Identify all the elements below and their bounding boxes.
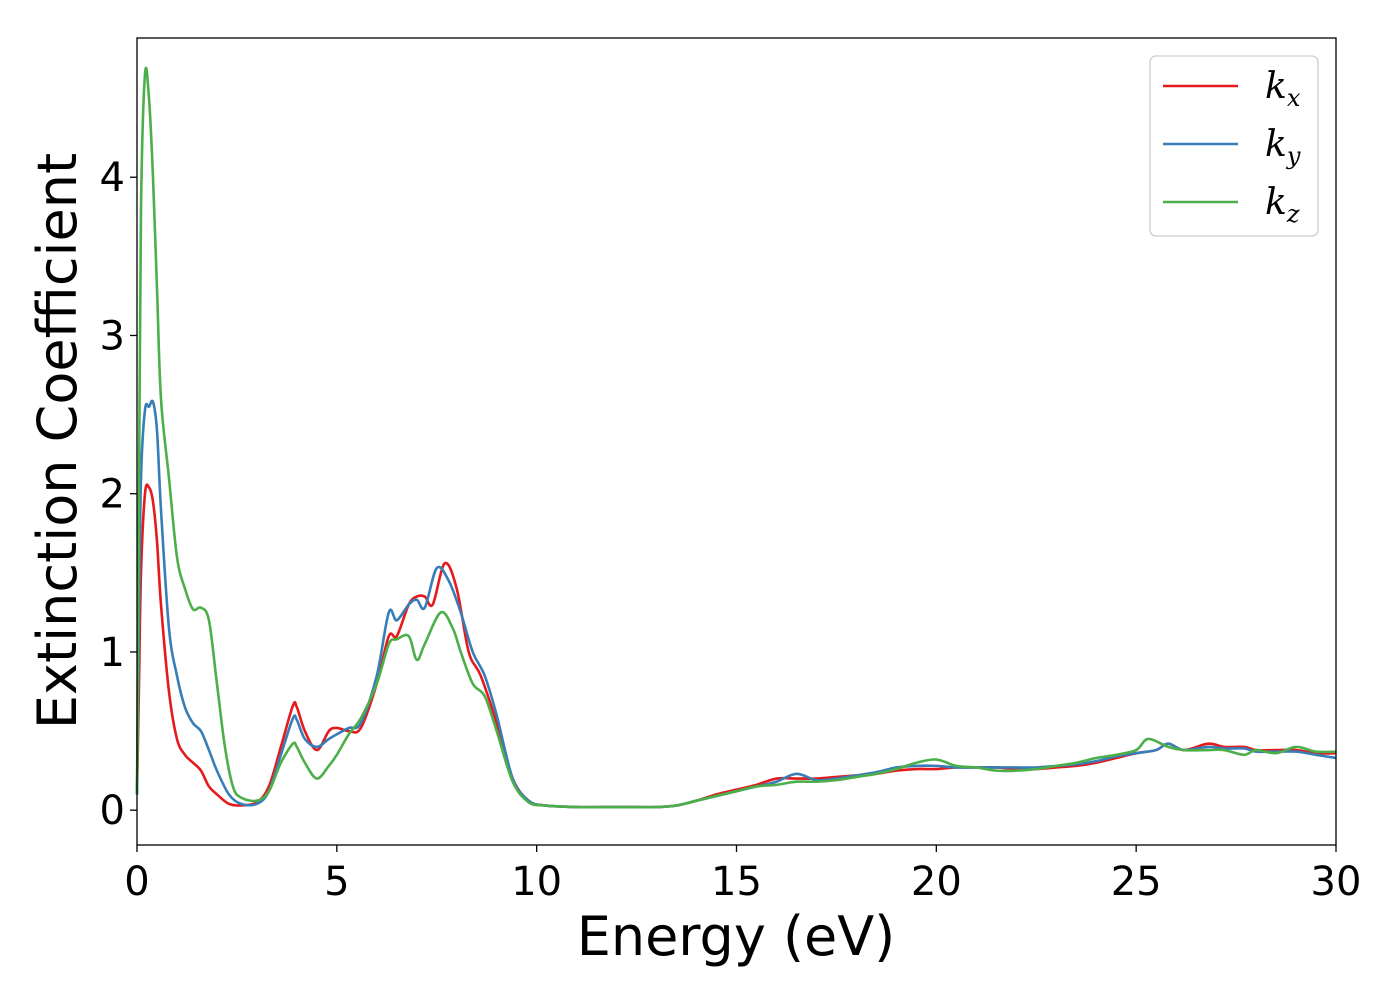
y-tick-label: 0 <box>100 788 125 834</box>
y-axis-title: Extinction Coefficient <box>26 153 89 729</box>
plot-frame <box>136 37 1337 846</box>
y-tick-label: 1 <box>100 630 125 676</box>
x-tick-label: 5 <box>324 859 349 905</box>
plot-area <box>137 38 1336 845</box>
legend-label-y: ky <box>1265 124 1301 170</box>
x-axis-ticks: 0 5 10 15 20 25 30 <box>124 845 1361 905</box>
legend-box <box>1149 55 1319 237</box>
x-axis-title: Energy (eV) <box>577 905 896 968</box>
y-tick-label: 3 <box>100 313 125 359</box>
x-tick-label: 20 <box>911 859 962 905</box>
y-tick-label: 4 <box>100 155 125 201</box>
x-tick-label: 30 <box>1311 859 1362 905</box>
y-axis-ticks: 0 1 2 3 4 <box>100 155 137 834</box>
series-lines <box>135 66 1337 809</box>
series-line-y <box>135 399 1337 809</box>
legend: kx ky kz <box>1149 55 1319 237</box>
series-line-z <box>135 66 1337 809</box>
legend-label-z: kz <box>1265 182 1300 228</box>
x-tick-label: 25 <box>1111 859 1162 905</box>
x-tick-label: 0 <box>124 859 149 905</box>
y-tick-label: 2 <box>100 472 125 518</box>
x-tick-label: 10 <box>511 859 562 905</box>
legend-label-x: kx <box>1265 66 1301 112</box>
x-tick-label: 15 <box>711 859 762 905</box>
